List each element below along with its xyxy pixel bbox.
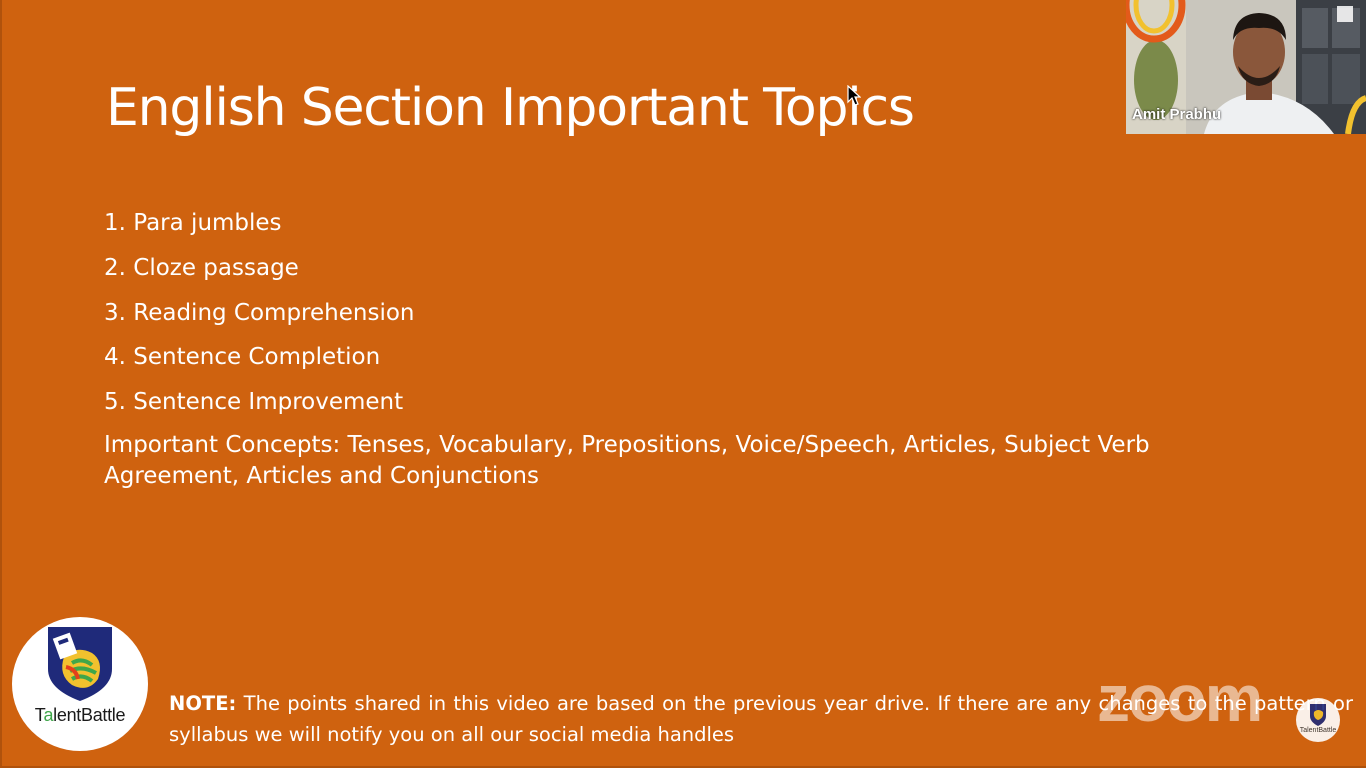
wordmark-part: lentBattle xyxy=(53,705,126,725)
badge-shield-icon xyxy=(1310,704,1326,726)
slide-title: English Section Important Topics xyxy=(106,78,915,138)
talentbattle-badge-icon: TalentBattle xyxy=(1296,698,1340,742)
presenter-video-frame xyxy=(1126,0,1366,134)
topic-item: 2. Cloze passage xyxy=(104,254,299,281)
note-label: NOTE: xyxy=(169,692,237,715)
talentbattle-shield-icon xyxy=(48,627,112,701)
topic-item: 4. Sentence Completion xyxy=(104,344,381,371)
topic-list: 1. Para jumbles 2. Cloze passage 3. Read… xyxy=(104,206,1184,492)
note-body: The points shared in this video are base… xyxy=(169,692,1353,746)
topic-item: 3. Reading Comprehension xyxy=(104,299,415,326)
note-text: NOTE: The points shared in this video ar… xyxy=(169,688,1353,750)
topic-item: 1. Para jumbles xyxy=(104,210,282,236)
talentbattle-logo: TalentBattle xyxy=(12,617,148,751)
zoom-watermark: zoom xyxy=(1097,661,1263,735)
wordmark-part: T xyxy=(34,705,44,725)
mouse-cursor-icon xyxy=(847,85,861,106)
topic-item: 5. Sentence Improvement xyxy=(104,389,404,416)
talentbattle-wordmark: TalentBattle xyxy=(12,705,148,726)
badge-label: TalentBattle xyxy=(1299,727,1337,734)
important-concepts: Important Concepts: Tenses, Vocabulary, … xyxy=(104,431,1150,489)
presenter-name-label: Amit Prabhu xyxy=(1132,106,1222,123)
wordmark-accent: a xyxy=(43,705,54,725)
presenter-video-tile[interactable]: Amit Prabhu xyxy=(1126,0,1366,134)
